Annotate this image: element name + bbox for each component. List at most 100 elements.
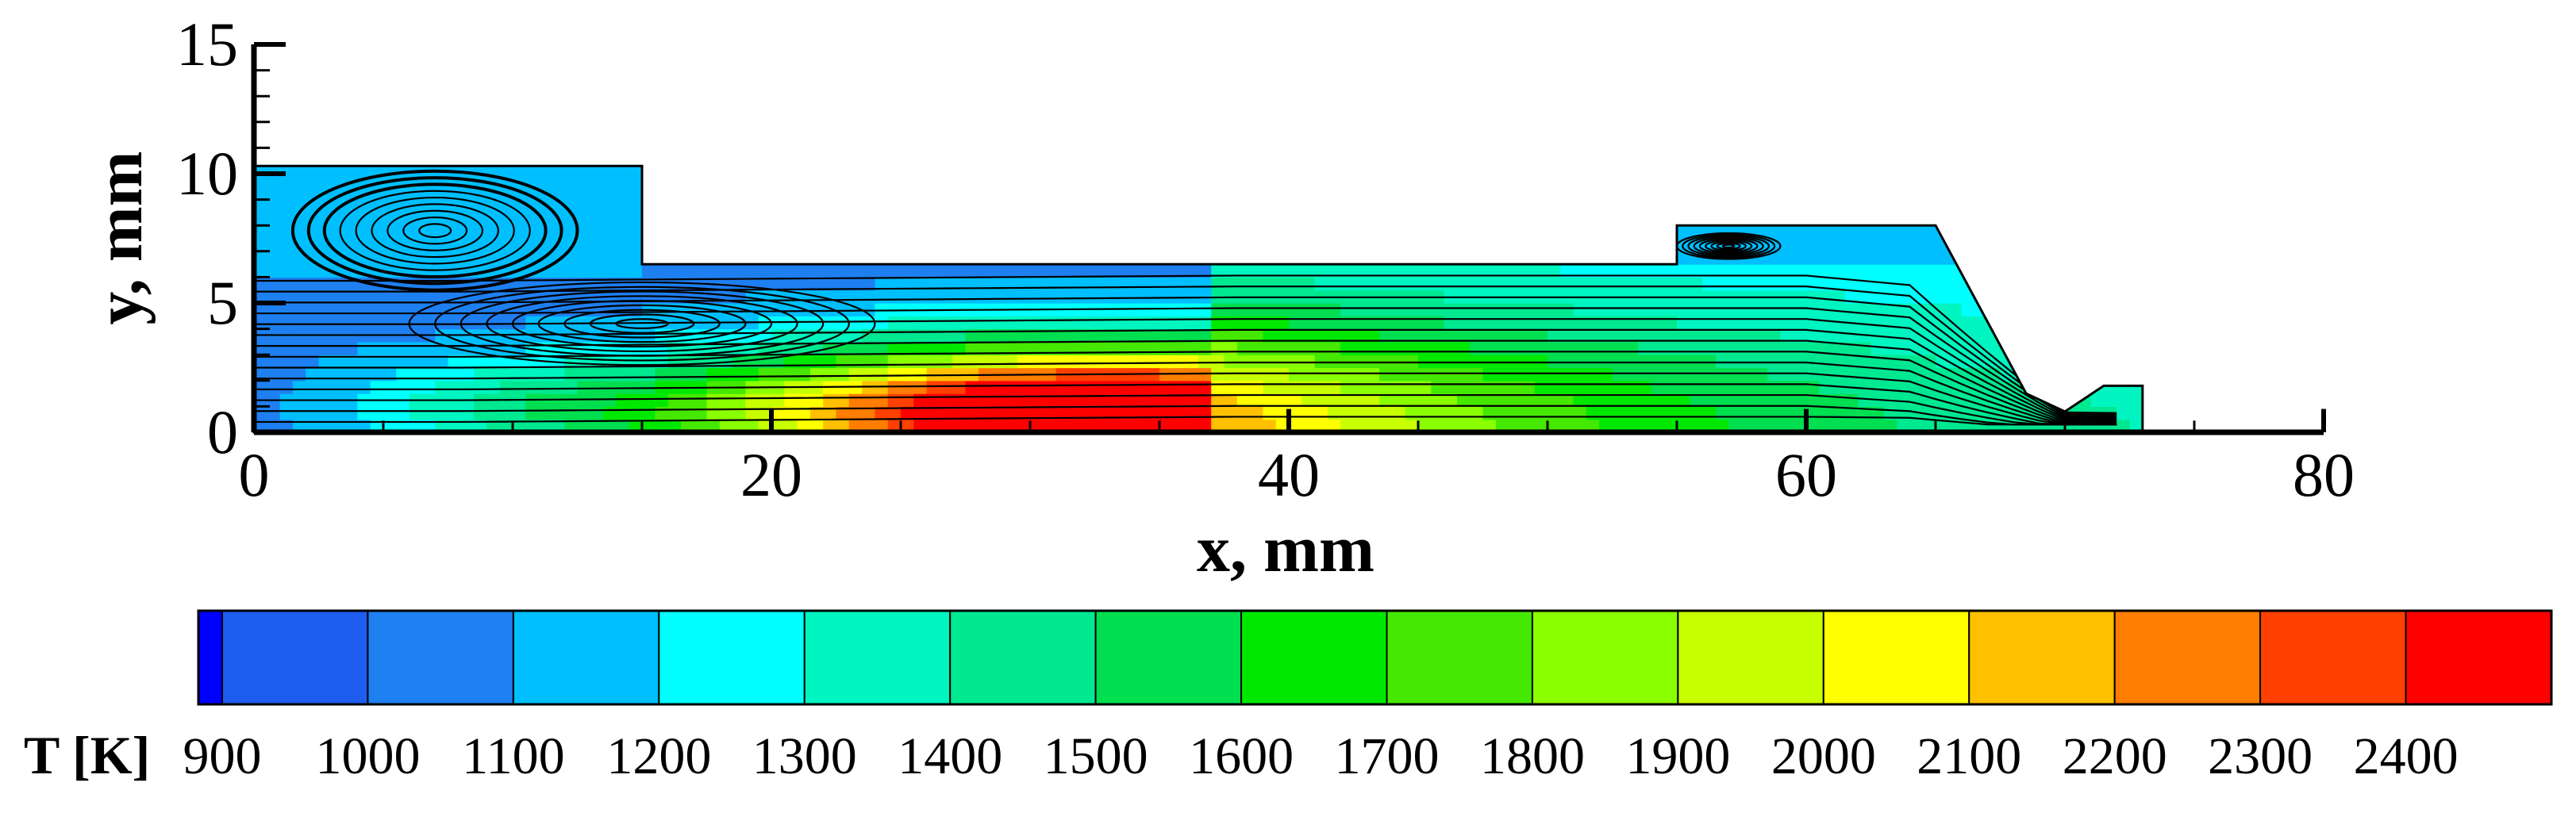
temperature-cell [1741, 186, 1755, 201]
temperature-cell [499, 316, 513, 330]
channel-streamline [254, 361, 2117, 426]
temperature-cell [758, 419, 772, 432]
temperature-cell [1275, 238, 1290, 252]
temperature-cell [1612, 393, 1626, 407]
temperature-cell [1431, 212, 1445, 226]
temperature-cell [680, 419, 694, 432]
temperature-cell [706, 225, 721, 240]
temperature-cell [344, 406, 358, 420]
temperature-cell [2013, 212, 2027, 226]
temperature-cell [1456, 251, 1471, 265]
temperature-cell [1224, 277, 1238, 291]
temperature-cell [2143, 213, 2156, 226]
temperature-cell [939, 419, 953, 432]
temperature-cell [1431, 225, 1445, 240]
temperature-cell [1121, 264, 1134, 278]
temperature-cell [577, 225, 591, 240]
temperature-cell [887, 225, 902, 240]
temperature-cell [862, 251, 875, 265]
temperature-cell [1456, 264, 1471, 278]
temperature-cell [1870, 225, 1885, 240]
temperature-cell [396, 355, 410, 369]
temperature-cell [1314, 225, 1328, 240]
temperature-cell [694, 186, 708, 201]
temperature-cell [448, 316, 462, 330]
temperature-cell [1289, 251, 1302, 265]
temperature-cell [1068, 316, 1082, 330]
temperature-cell [1948, 186, 1963, 201]
temperature-cell [1418, 251, 1432, 265]
temperature-cell [1534, 419, 1548, 432]
temperature-cell [875, 174, 889, 187]
temperature-cell [551, 264, 565, 278]
temperature-cell [1586, 212, 1600, 226]
colorbar-swatch [949, 610, 1097, 705]
colorbar-swatch [367, 610, 514, 705]
temperature-cell [1793, 225, 1807, 240]
temperature-cell [2129, 393, 2143, 407]
temperature-cell [1030, 212, 1044, 226]
temperature-cell [694, 174, 708, 187]
temperature-cell [655, 238, 669, 252]
temperature-cell [642, 328, 656, 343]
temperature-cell [1663, 393, 1678, 407]
temperature-cell [564, 264, 579, 278]
temperature-cell [2155, 381, 2169, 394]
temperature-cell [809, 212, 824, 226]
temperature-cell [1495, 225, 1509, 240]
temperature-cell [2090, 186, 2105, 201]
temperature-cell [1780, 238, 1794, 252]
temperature-cell [1418, 199, 1432, 213]
temperature-cell [836, 355, 850, 369]
temperature-cell [603, 419, 617, 432]
temperature-cell [279, 380, 294, 394]
temperature-cell [848, 290, 863, 304]
temperature-cell [1909, 186, 1924, 201]
temperature-cell [1236, 264, 1251, 278]
temperature-cell [862, 225, 875, 240]
temperature-cell [2129, 174, 2143, 187]
temperature-cell [357, 406, 371, 420]
temperature-cell [836, 367, 850, 382]
temperature-cell [1897, 406, 1910, 420]
temperature-cell [1858, 174, 1872, 187]
temperature-cell [1444, 225, 1458, 240]
temperature-cell [939, 166, 953, 174]
temperature-cell [1198, 316, 1212, 330]
temperature-cell [2117, 174, 2131, 187]
temperature-cell [1159, 199, 1173, 213]
temperature-cell [1211, 393, 1225, 407]
temperature-cell [2000, 174, 2014, 187]
temperature-cell [939, 406, 953, 420]
temperature-cell [486, 380, 501, 394]
temperature-cell [1560, 251, 1574, 265]
temperature-cell [1068, 264, 1082, 278]
temperature-cell [836, 186, 850, 201]
temperature-cell [331, 277, 345, 291]
temperature-cell [1030, 290, 1044, 304]
temperature-cell [1405, 406, 1419, 420]
temperature-cell [1133, 419, 1148, 432]
temperature-cell [331, 316, 345, 330]
temperature-cell [926, 238, 940, 252]
temperature-cell [1482, 303, 1497, 316]
temperature-cell [1146, 174, 1160, 187]
temperature-cell [1560, 355, 1574, 369]
temperature-cell [848, 186, 863, 201]
temperature-cell [1586, 393, 1600, 407]
temperature-cell [1844, 303, 1859, 316]
temperature-cell [254, 166, 267, 174]
temperature-cell [1897, 212, 1910, 226]
temperature-cell [2026, 303, 2040, 316]
temperature-cell [1509, 341, 1522, 355]
temperature-cell [1819, 341, 1833, 355]
temperature-cell [1844, 355, 1859, 369]
temperature-cell [318, 303, 333, 316]
temperature-cell [1275, 174, 1290, 187]
temperature-cell [629, 406, 643, 420]
temperature-cell [513, 380, 526, 394]
temperature-cell [1548, 380, 1561, 394]
temperature-cell [797, 264, 811, 278]
temperature-cell [1702, 328, 1717, 343]
temperature-cell [1470, 225, 1484, 240]
